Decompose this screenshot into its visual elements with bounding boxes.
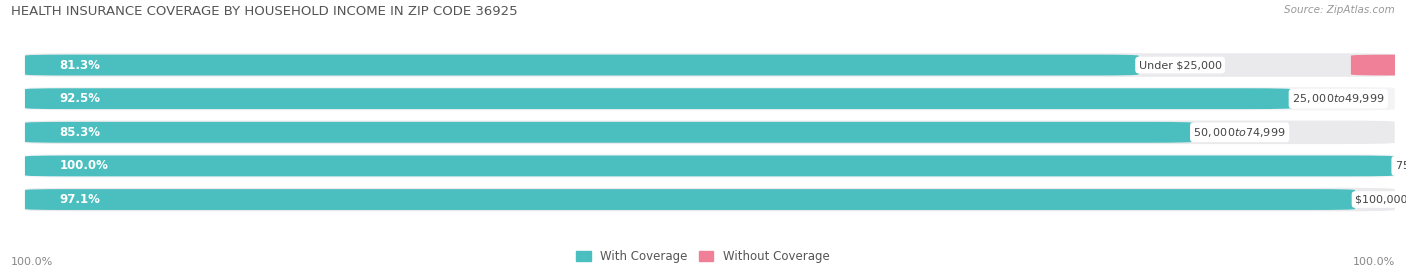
- Text: 100.0%: 100.0%: [59, 159, 108, 173]
- FancyBboxPatch shape: [25, 55, 1139, 76]
- FancyBboxPatch shape: [25, 88, 1292, 109]
- Text: Source: ZipAtlas.com: Source: ZipAtlas.com: [1284, 5, 1395, 15]
- Text: $25,000 to $49,999: $25,000 to $49,999: [1292, 92, 1385, 105]
- Text: $100,000 and over: $100,000 and over: [1355, 195, 1406, 205]
- Text: 92.5%: 92.5%: [59, 92, 100, 105]
- FancyBboxPatch shape: [1351, 55, 1406, 76]
- FancyBboxPatch shape: [25, 188, 1395, 211]
- Text: Under $25,000: Under $25,000: [1139, 60, 1222, 70]
- FancyBboxPatch shape: [25, 189, 1355, 210]
- Text: $75,000 to $99,999: $75,000 to $99,999: [1395, 159, 1406, 173]
- Text: 97.1%: 97.1%: [59, 193, 100, 206]
- Text: 100.0%: 100.0%: [1353, 257, 1395, 267]
- FancyBboxPatch shape: [25, 156, 1395, 176]
- Text: $50,000 to $74,999: $50,000 to $74,999: [1194, 126, 1286, 139]
- Text: 100.0%: 100.0%: [11, 257, 53, 267]
- FancyBboxPatch shape: [25, 53, 1395, 77]
- Text: 85.3%: 85.3%: [59, 126, 100, 139]
- Legend: With Coverage, Without Coverage: With Coverage, Without Coverage: [574, 248, 832, 265]
- FancyBboxPatch shape: [25, 120, 1395, 144]
- Text: 81.3%: 81.3%: [59, 59, 100, 72]
- FancyBboxPatch shape: [25, 122, 1194, 143]
- Text: HEALTH INSURANCE COVERAGE BY HOUSEHOLD INCOME IN ZIP CODE 36925: HEALTH INSURANCE COVERAGE BY HOUSEHOLD I…: [11, 5, 517, 18]
- FancyBboxPatch shape: [25, 154, 1395, 178]
- FancyBboxPatch shape: [25, 87, 1395, 110]
